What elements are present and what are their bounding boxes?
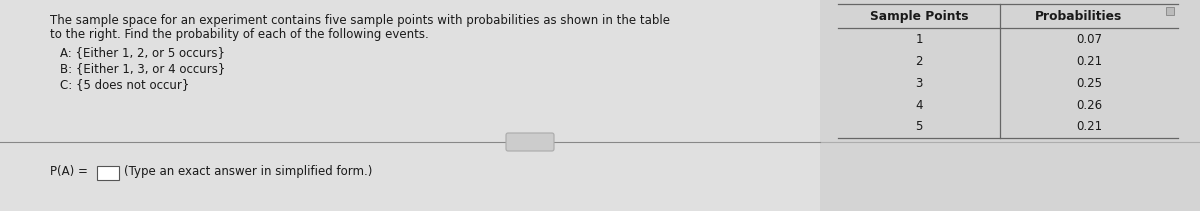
- Text: Sample Points: Sample Points: [870, 9, 968, 23]
- Bar: [1166, 7, 1174, 15]
- Text: 3: 3: [916, 77, 923, 89]
- Text: 0.21: 0.21: [1076, 54, 1102, 68]
- Text: B: {Either 1, 3, or 4 occurs}: B: {Either 1, 3, or 4 occurs}: [60, 62, 226, 75]
- Bar: [0, 0, 820, 211]
- FancyBboxPatch shape: [506, 133, 554, 151]
- Text: 0.25: 0.25: [1076, 77, 1102, 89]
- Text: 0.26: 0.26: [1076, 99, 1102, 111]
- Text: · · · · ·: · · · · ·: [520, 138, 541, 146]
- Text: P(A) =: P(A) =: [50, 165, 88, 178]
- Text: A: {Either 1, 2, or 5 occurs}: A: {Either 1, 2, or 5 occurs}: [60, 46, 226, 59]
- Text: 0.07: 0.07: [1076, 32, 1102, 46]
- Text: 5: 5: [916, 120, 923, 134]
- Text: The sample space for an experiment contains five sample points with probabilitie: The sample space for an experiment conta…: [50, 14, 670, 27]
- Text: to the right. Find the probability of each of the following events.: to the right. Find the probability of ea…: [50, 28, 428, 41]
- Bar: [97, 166, 119, 180]
- Text: 0.21: 0.21: [1076, 120, 1102, 134]
- Text: C: {5 does not occur}: C: {5 does not occur}: [60, 78, 190, 91]
- Text: 1: 1: [916, 32, 923, 46]
- Text: Probabilities: Probabilities: [1036, 9, 1123, 23]
- Text: (Type an exact answer in simplified form.): (Type an exact answer in simplified form…: [124, 165, 372, 178]
- Text: 2: 2: [916, 54, 923, 68]
- Text: 4: 4: [916, 99, 923, 111]
- Bar: [820, 0, 1200, 211]
